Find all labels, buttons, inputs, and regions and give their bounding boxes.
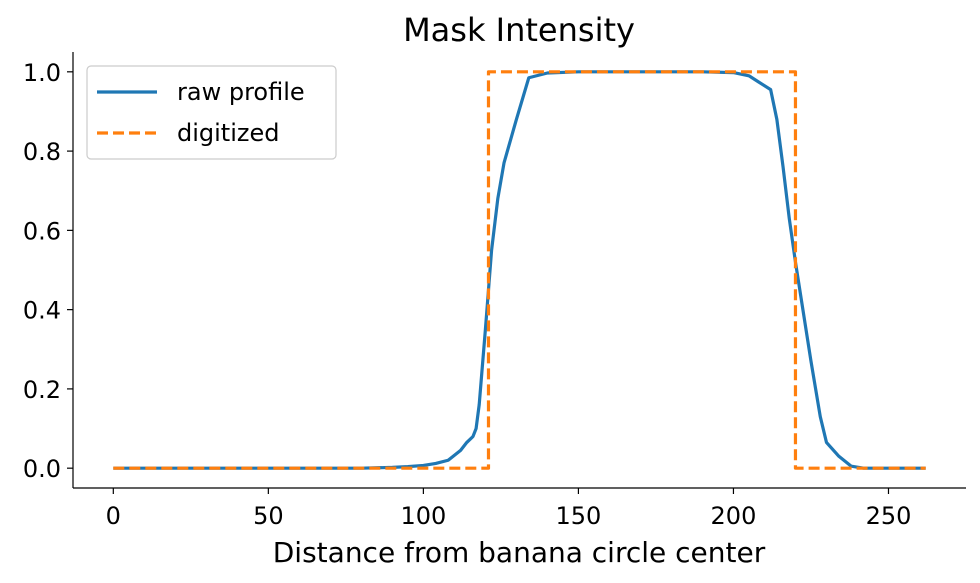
x-tick-label: 250 xyxy=(866,502,912,530)
y-tick-label: 0.2 xyxy=(23,376,61,404)
x-tick-label: 150 xyxy=(556,502,602,530)
legend-box xyxy=(86,65,337,160)
y-tick-label: 1.0 xyxy=(23,59,61,87)
plot-area: 0 50 100 150 200 250 0.0 0.2 0.4 0.6 0.8 1.0 xyxy=(23,52,966,530)
y-tick-label: 0.6 xyxy=(23,217,61,245)
y-tick-label: 0.8 xyxy=(23,138,61,166)
x-tick-label: 100 xyxy=(400,502,446,530)
x-axis-label: Distance from banana circle center xyxy=(273,536,766,569)
chart-title: Mask Intensity xyxy=(403,11,635,49)
x-tick-label: 200 xyxy=(711,502,757,530)
series-line-digitized xyxy=(113,70,926,470)
y-tick-label: 0.0 xyxy=(23,455,61,483)
legend: raw profile digitized xyxy=(86,65,337,160)
y-tick-label: 0.4 xyxy=(23,297,61,325)
series-line-raw-profile xyxy=(113,70,926,470)
legend-label: raw profile xyxy=(177,78,305,106)
legend-label: digitized xyxy=(177,119,279,147)
x-tick-label: 0 xyxy=(106,502,121,530)
x-tick-label: 50 xyxy=(253,502,284,530)
